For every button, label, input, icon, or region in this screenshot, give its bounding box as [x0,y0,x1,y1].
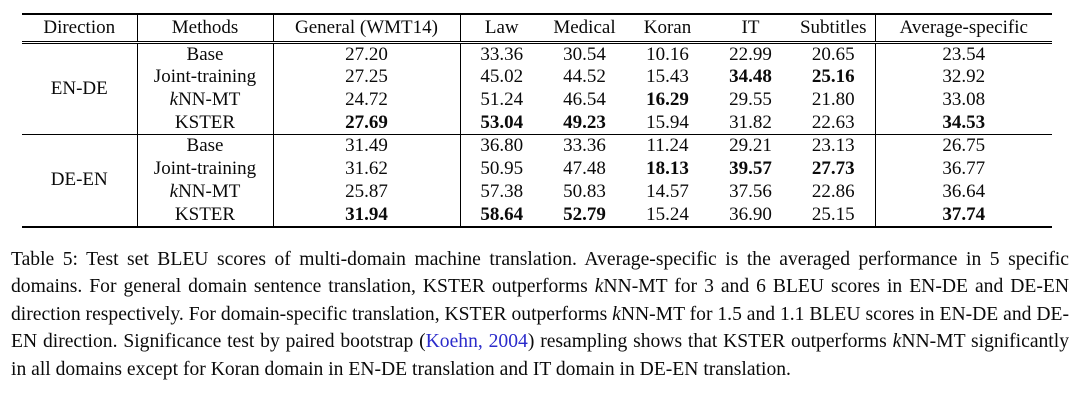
score-cell: 27.20 [273,42,461,66]
score-cell: 29.55 [729,89,772,110]
table-row-en-de-base: EN-DE Base 27.20 33.36 30.54 10.16 22.99 20.65 2… [22,42,1052,135]
italic-k: k [169,181,179,202]
score-cell: 33.36 [543,134,626,158]
caption-text: NN-MT for 3 and 6 BLEU scores in EN-DE a… [11,276,1069,325]
score-cell: 52.79 [563,203,606,225]
score-cell: 51.24 [480,89,524,110]
column-header-subtitles: Subtitles [792,14,876,44]
score-cell: 39.57 [729,158,772,179]
score-cell: 22.86 [792,180,876,204]
score-cell: 44.52 [563,66,606,87]
table-header-row: Direction Methods General (WMT14) Law Medica… [22,14,1052,44]
score-cell: 27.69 [273,111,461,135]
score-cell: 36.77 [942,158,986,179]
score-cell: 53.04 [480,111,524,133]
score-cell: 31.82 [729,111,772,133]
score-cell: 33.36 [480,43,524,65]
score-cell: 46.54 [563,89,606,110]
direction-cell-de-en: DE-EN [22,134,138,227]
score-cell: 18.13 [646,158,689,179]
score-cell: 47.48 [563,158,606,179]
results-table-container: Direction Methods General (WMT14) Law Medica… [22,13,1052,228]
score-cell: 34.48 [729,66,772,87]
score-cell: 34.53 [942,111,986,133]
caption-text: NN-MT for 1.5 and 1.1 BLEU scores in EN-… [11,303,1069,353]
table-row-en-de-joint-training: Joint-training 27.25 45.02 44.52 15.43 34.48 2… [22,65,1052,89]
score-cell: 15.24 [646,203,689,225]
table-row-en-de-knn-mt: kNN-MT 24.72 51.24 46.54 16.29 29.55 21.80 33.0… [22,88,1052,112]
score-cell: 30.54 [563,43,606,65]
table-row-en-de-kster: KSTER 27.69 53.04 49.23 15.94 31.82 22.63 34.53 [22,111,1052,135]
score-cell: 25.15 [792,203,876,227]
direction-cell-en-de: EN-DE [22,42,138,135]
column-header-methods: Methods [137,14,274,44]
italic-k: k [594,276,604,298]
score-cell: 33.08 [942,89,986,110]
score-cell: 57.38 [480,181,524,202]
italic-k: k [169,89,179,110]
score-cell: 25.87 [273,180,461,204]
score-cell: 27.73 [792,157,876,181]
column-header-koran: Koran [626,14,709,44]
score-cell: 49.23 [563,111,606,133]
score-cell: 14.57 [646,181,689,202]
score-cell: 24.72 [273,88,461,112]
method-cell: Joint-training [137,65,274,89]
score-cell: 23.54 [942,43,986,65]
score-cell: 20.65 [792,42,876,66]
score-cell: 15.43 [646,66,689,87]
table-caption: Table 5: Test set BLEU scores of multi-d… [11,246,1069,383]
caption-text: Table 5: Test set BLEU scores of multi-d… [11,249,1069,298]
method-cell: KSTER [137,203,274,227]
score-cell: 31.62 [273,157,461,181]
score-cell: 31.94 [273,203,461,227]
score-cell: 10.16 [646,43,689,65]
italic-k: k [612,303,621,325]
score-cell: 27.25 [273,65,461,89]
column-header-medical: Medical [543,14,626,44]
method-cell: kNN-MT [137,88,274,112]
column-header-law: Law [460,14,543,44]
column-header-average-specific: Average-specific [875,14,1052,44]
score-cell: 29.21 [709,134,792,158]
column-header-it: IT [709,14,792,44]
italic-k: k [892,331,902,353]
citation-link-koehn-2004[interactable]: Koehn, 2004 [425,331,528,353]
caption-text: ) resampling shows that KSTER outperform… [527,331,893,353]
score-cell: 58.64 [480,203,524,225]
table-row-de-en-base: DE-EN Base 31.49 36.80 33.36 11.24 29.21 23.13 2… [22,134,1052,227]
score-cell: 32.92 [942,66,986,87]
method-cell: KSTER [137,111,274,135]
score-cell: 16.29 [646,89,689,110]
score-cell: 23.13 [792,134,876,158]
table-row-de-en-joint-training: Joint-training 31.62 50.95 47.48 18.13 39.57 2… [22,157,1052,181]
score-cell: 36.80 [460,134,543,158]
method-cell: Joint-training [137,157,274,181]
score-cell: 25.16 [792,65,876,89]
column-header-direction: Direction [22,14,138,44]
table-row-de-en-kster: KSTER 31.94 58.64 52.79 15.24 36.90 25.15 37.74 [22,203,1052,227]
score-cell: 37.74 [942,203,986,225]
score-cell: 22.63 [792,111,876,135]
bleu-scores-table: Direction Methods General (WMT14) Law Medica… [22,13,1052,228]
score-cell: 15.94 [646,111,689,133]
score-cell: 36.90 [729,203,772,225]
method-cell: kNN-MT [137,180,274,204]
score-cell: 50.95 [480,158,524,179]
score-cell: 37.56 [729,181,772,202]
score-cell: 36.64 [942,181,986,202]
caption-text: NN-MT significantly in all domains excep… [11,331,1069,380]
score-cell: 26.75 [875,134,1052,158]
table-row-de-en-knn-mt: kNN-MT 25.87 57.38 50.83 14.57 37.56 22.86 36.6… [22,180,1052,204]
score-cell: 11.24 [626,134,709,158]
method-cell: Base [137,42,274,66]
score-cell: 45.02 [480,66,524,87]
score-cell: 21.80 [792,88,876,112]
method-cell: Base [137,134,274,158]
score-cell: 31.49 [273,134,461,158]
score-cell: 50.83 [563,181,606,202]
score-cell: 22.99 [729,43,772,65]
column-header-general-wmt14-: General (WMT14) [273,14,461,44]
